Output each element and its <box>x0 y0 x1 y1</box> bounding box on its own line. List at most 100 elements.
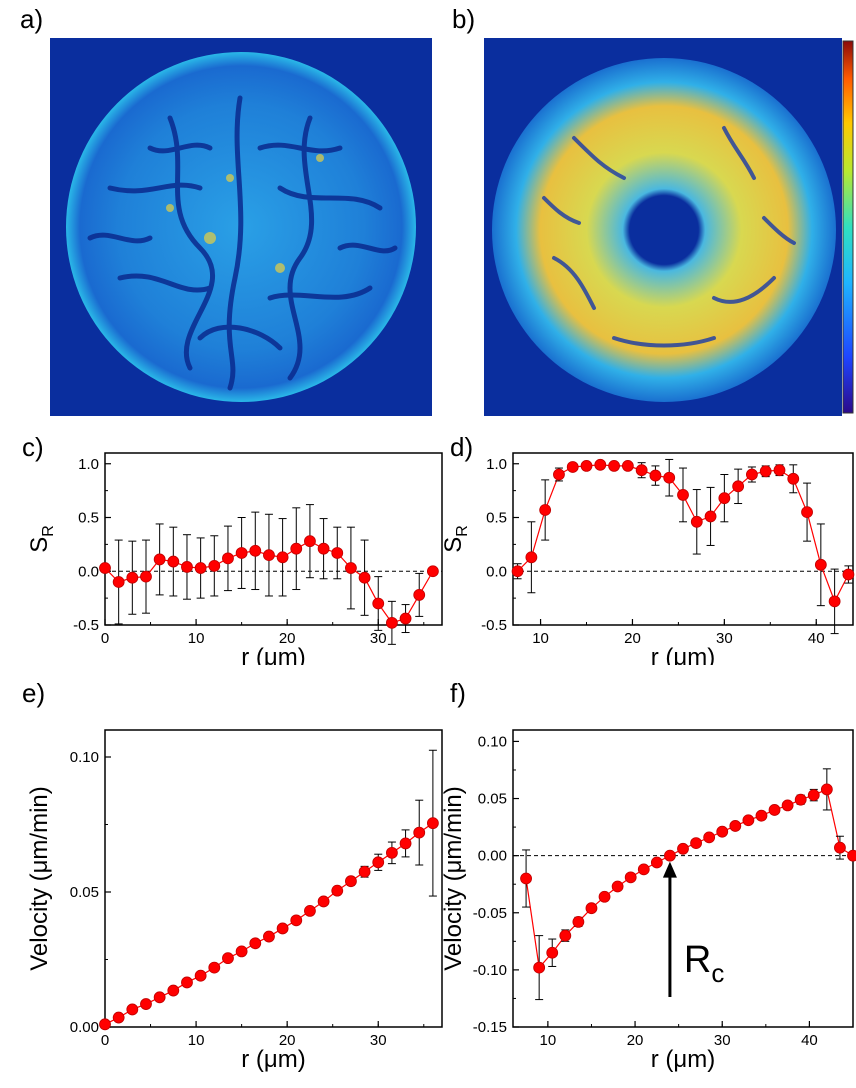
data-point-c-15 <box>304 535 316 548</box>
data-point-e-6 <box>181 976 193 989</box>
x-tick-label-d-0: 10 <box>532 630 549 647</box>
panel-label-a: a) <box>20 4 44 34</box>
x-tick-label-e-3: 30 <box>370 1032 387 1049</box>
data-point-d-11 <box>663 471 676 484</box>
data-point-c-14 <box>290 542 303 555</box>
data-point-f-10 <box>650 856 663 869</box>
data-point-f-9 <box>637 863 650 876</box>
data-point-d-2 <box>539 504 552 516</box>
data-point-f-4 <box>572 916 585 928</box>
plot-frame-d <box>512 452 854 626</box>
data-point-f-8 <box>624 871 637 884</box>
data-point-e-9 <box>222 952 234 965</box>
data-point-e-19 <box>358 865 371 878</box>
panel-label-e: e) <box>22 678 46 708</box>
x-tick-label-f-0: 10 <box>540 1032 557 1049</box>
data-point-e-3 <box>140 998 152 1010</box>
data-point-d-14 <box>704 510 717 523</box>
data-point-c-4 <box>153 553 166 566</box>
x-tick-label-f-3: 40 <box>801 1032 818 1049</box>
data-point-d-7 <box>608 460 620 472</box>
data-point-c-10 <box>235 547 248 559</box>
data-point-e-16 <box>317 895 330 908</box>
data-point-d-20 <box>787 472 800 485</box>
data-point-f-23 <box>820 783 833 796</box>
y-tick-label-f-2: -0.05 <box>473 905 507 922</box>
y-tick-label-f-3: 0.00 <box>478 848 507 865</box>
data-point-c-6 <box>181 561 193 573</box>
y-tick-label-e-0: 0.00 <box>70 1019 99 1036</box>
plot-frame-e <box>104 729 443 1028</box>
data-point-f-1 <box>533 961 546 974</box>
y-tick-label-e-2: 0.10 <box>70 749 99 766</box>
data-point-d-13 <box>690 515 703 528</box>
heatmap-b <box>484 38 842 416</box>
data-point-c-21 <box>386 616 398 629</box>
series-line-e <box>104 822 434 1025</box>
x-axis-label-d: r (μm) <box>651 644 715 665</box>
rc-annotation-sub: c <box>711 958 724 988</box>
data-point-e-10 <box>235 945 248 958</box>
chart-c: 0 10 20 30 -0.5 0.0 0.5 1.0 r (μm) SR <box>26 452 443 665</box>
y-tick-label-d-2: 0.5 <box>486 510 507 527</box>
data-point-f-6 <box>598 890 611 903</box>
heatmap-a-highlights <box>166 154 324 273</box>
data-point-c-24 <box>426 565 439 578</box>
data-point-c-1 <box>112 576 125 588</box>
chart-d: 10 20 30 40 -0.5 0.0 0.5 1.0 r (μm) SR <box>440 452 855 665</box>
heatmap-a <box>50 38 432 416</box>
data-point-e-14 <box>290 914 303 927</box>
heatmap-b-streaks <box>542 126 796 348</box>
data-point-c-19 <box>358 571 371 584</box>
x-tick-label-d-3: 40 <box>808 630 825 647</box>
data-point-c-7 <box>194 562 207 574</box>
data-point-c-18 <box>345 562 357 574</box>
colorbar <box>842 40 854 414</box>
data-point-f-17 <box>742 814 755 827</box>
y-axis-label-sub-c: R <box>40 525 57 537</box>
data-point-c-3 <box>140 570 152 583</box>
data-point-e-20 <box>372 856 385 869</box>
y-tick-label-d-3: 1.0 <box>486 456 507 473</box>
y-tick-label-d-1: 0.0 <box>486 563 507 580</box>
x-tick-label-f-2: 30 <box>714 1032 731 1049</box>
x-tick-label-e-0: 0 <box>101 1032 109 1049</box>
data-point-e-5 <box>167 984 180 997</box>
data-point-d-5 <box>580 460 593 472</box>
x-tick-label-c-1: 10 <box>188 630 205 647</box>
x-tick-label-e-2: 20 <box>279 1032 296 1049</box>
panel-label-f: f) <box>450 678 466 708</box>
panel-label-d: d) <box>450 432 474 462</box>
x-tick-label-e-1: 10 <box>188 1032 205 1049</box>
data-point-e-18 <box>345 875 357 888</box>
y-tick-label-c-1: 0.0 <box>78 563 99 580</box>
data-point-f-18 <box>755 809 768 822</box>
data-point-d-1 <box>525 551 538 564</box>
x-tick-label-d-1: 20 <box>624 630 641 647</box>
data-point-d-18 <box>759 465 772 478</box>
data-point-d-12 <box>677 489 689 501</box>
data-point-f-12 <box>677 842 689 855</box>
data-point-f-22 <box>807 789 820 802</box>
y-tick-label-d-0: -0.5 <box>481 617 507 634</box>
data-point-f-11 <box>664 849 676 862</box>
y-tick-label-f-4: 0.05 <box>478 791 507 808</box>
data-point-f-13 <box>690 837 702 849</box>
data-point-c-17 <box>331 547 344 559</box>
data-point-c-12 <box>263 549 275 562</box>
data-point-c-9 <box>222 552 234 565</box>
x-tick-label-c-3: 30 <box>370 630 387 647</box>
data-point-f-25 <box>847 849 856 862</box>
y-tick-label-c-3: 1.0 <box>78 456 99 473</box>
data-point-f-19 <box>768 804 781 816</box>
data-point-d-9 <box>635 464 648 477</box>
data-point-f-5 <box>585 902 598 915</box>
rc-annotation: Rc <box>684 939 724 988</box>
x-tick-label-c-2: 20 <box>279 630 296 647</box>
y-tick-label-c-2: 0.5 <box>78 510 99 527</box>
data-point-f-16 <box>729 820 742 832</box>
data-point-e-1 <box>112 1011 125 1024</box>
data-point-e-21 <box>386 846 398 859</box>
data-point-c-22 <box>399 612 412 625</box>
data-point-c-23 <box>413 588 426 601</box>
